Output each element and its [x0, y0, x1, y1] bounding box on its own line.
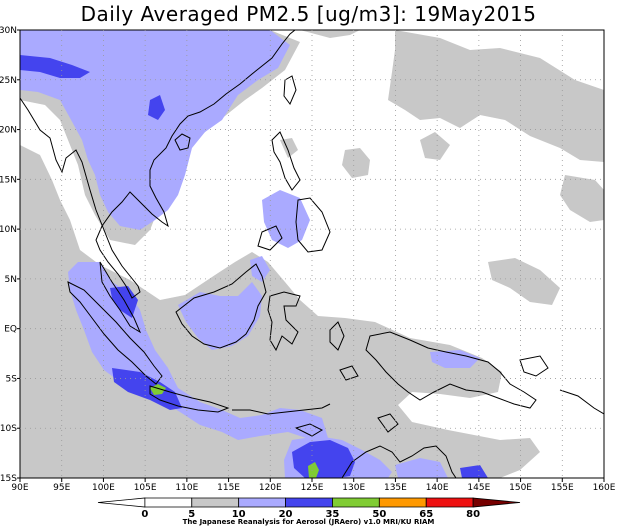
lat-label: 15S: [0, 474, 17, 484]
colorbar-label: 20: [279, 509, 293, 520]
colorbar-segment: [332, 497, 380, 508]
lat-label: 5N: [5, 275, 17, 285]
colorbar-segment: [144, 497, 193, 508]
lat-label: EQ: [4, 325, 17, 335]
lat-label: 15N: [0, 175, 17, 185]
colorbar-label: 35: [325, 509, 339, 520]
lon-label: 105E: [134, 483, 157, 493]
colorbar-segment: [472, 497, 521, 508]
colorbar-segment: [97, 497, 146, 508]
colorbar-label: 65: [419, 509, 433, 520]
lon-label: 135E: [384, 483, 407, 493]
pm25-field: [20, 30, 604, 478]
lon-axis: 90E 95E 100E 105E 110E 115E 120E 125E 130E 135E 14…: [11, 478, 616, 493]
colorbar-label: 50: [372, 509, 386, 520]
lon-label: 115E: [217, 483, 240, 493]
colorbar-label: 10: [232, 509, 246, 520]
colorbar-segment: [425, 497, 474, 508]
colorbar-label: 80: [466, 509, 480, 520]
pm25-band-20-35: [20, 55, 488, 478]
colorbar-label: 0: [141, 509, 148, 520]
credit-text: The Japanese Reanalysis for Aerosol (JRA…: [182, 518, 435, 526]
lat-label: 10S: [0, 424, 17, 434]
colorbar-segment: [378, 497, 427, 508]
lon-label: 140E: [426, 483, 449, 493]
lon-label: 160E: [593, 483, 616, 493]
colorbar-segment: [191, 497, 240, 508]
lat-label: 30N: [0, 26, 17, 36]
lat-label: 10N: [0, 225, 17, 235]
lat-label: 20N: [0, 126, 17, 136]
lon-label: 95E: [53, 483, 70, 493]
lon-label: 120E: [259, 483, 282, 493]
lon-label: 110E: [175, 483, 198, 493]
lon-label: 130E: [342, 483, 365, 493]
lon-label: 125E: [301, 483, 324, 493]
lon-label: 155E: [551, 483, 574, 493]
colorbar-label: 5: [188, 509, 195, 520]
colorbar-segment: [238, 497, 286, 508]
lon-label: 150E: [509, 483, 532, 493]
lat-axis: 30N 25N 20N 15N 10N 5N EQ 5S 10S 15S: [0, 26, 20, 484]
colorbar-segment: [285, 497, 333, 508]
map-title: Daily Averaged PM2.5 [ug/m3]: 19May2015: [80, 2, 537, 26]
lon-label: 90E: [11, 483, 28, 493]
lon-label: 100E: [92, 483, 115, 493]
lat-label: 25N: [0, 76, 17, 86]
colorbar: 0 5 10 20 35 50 65 80: [97, 497, 521, 520]
coastlines: [20, 30, 604, 478]
lon-label: 145E: [467, 483, 490, 493]
lat-label: 5S: [6, 374, 18, 384]
